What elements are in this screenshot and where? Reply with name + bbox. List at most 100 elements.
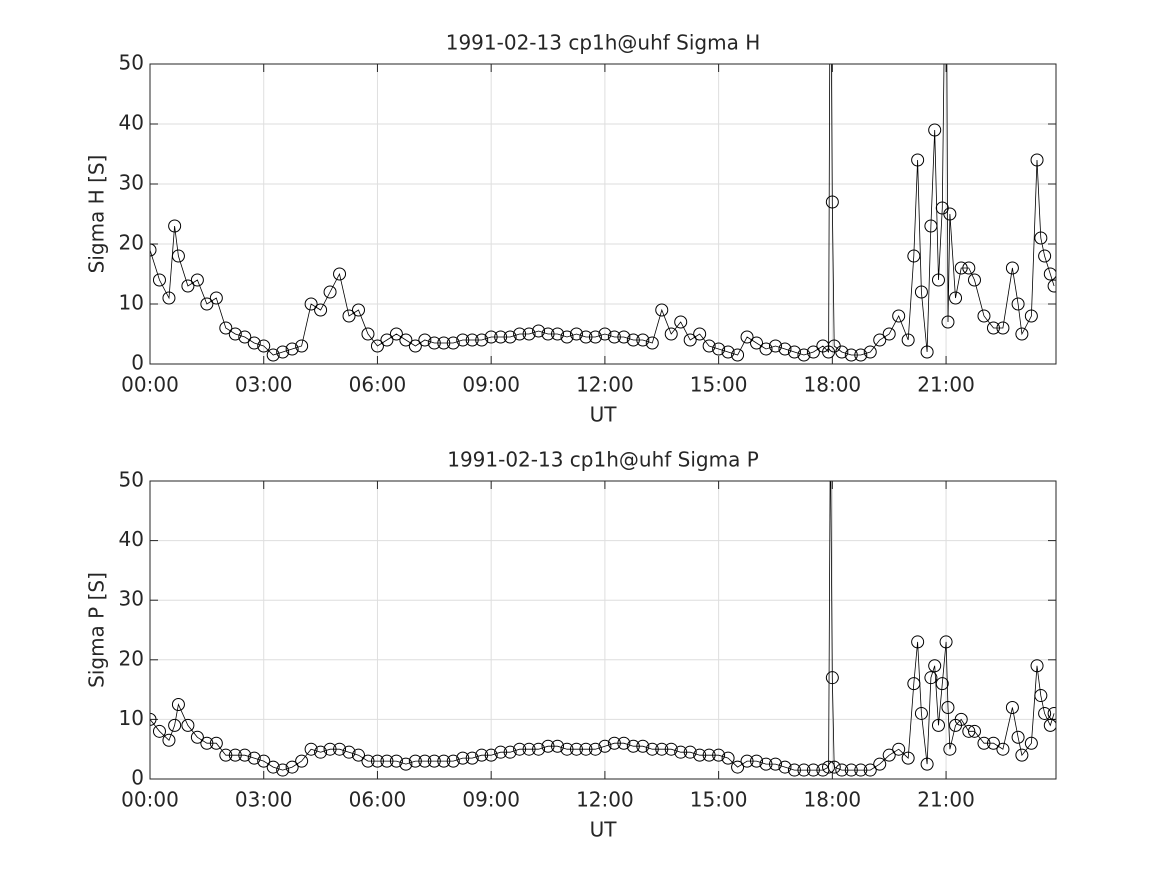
data-marker [825,195,839,209]
data-marker [977,736,991,750]
data-marker [986,736,1000,750]
data-marker [342,309,356,323]
x-tick-label: 21:00 [917,373,975,397]
data-marker [949,291,963,305]
data-marker [209,736,223,750]
data-marker [996,321,1010,335]
data-marker [588,330,602,344]
data-marker [731,348,745,362]
data-marker [437,754,451,768]
data-marker [181,279,195,293]
data-marker [295,754,309,768]
data-marker [939,635,953,649]
data-marker [702,339,716,353]
data-marker [541,327,555,341]
data-marker [588,742,602,756]
x-tick-label: 21:00 [917,788,975,812]
data-marker [712,748,726,762]
data-marker [907,249,921,263]
data-marker [209,291,223,305]
data-marker [683,745,697,759]
y-tick-label: 20 [119,231,144,255]
data-marker [1043,718,1056,732]
data-marker [361,754,375,768]
data-marker [150,712,157,726]
data-marker [935,677,949,691]
x-axis-label: UT [590,818,618,842]
data-marker [986,321,1000,335]
data-marker [304,742,318,756]
x-axis-label: UT [590,403,618,427]
data-marker [977,309,991,323]
data-marker [674,315,688,329]
data-marker [740,754,754,768]
y-axis-label: Sigma H [S] [85,155,109,274]
data-marker [150,243,157,257]
data-marker [768,757,782,771]
data-marker [266,760,280,774]
x-tick-label: 00:00 [121,788,179,812]
y-axis-label: Sigma P [S] [85,572,109,688]
data-marker [787,345,801,359]
x-tick-label: 06:00 [349,373,407,397]
data-marker [907,677,921,691]
plot-area [150,64,1056,362]
data-marker [645,742,659,756]
data-marker [484,330,498,344]
x-tick-label: 15:00 [690,788,748,812]
data-line [150,481,1055,771]
data-marker [693,748,707,762]
y-tick-label: 50 [119,468,144,492]
data-marker [190,730,204,744]
data-marker [314,303,328,317]
data-marker [721,345,735,359]
data-marker [882,748,896,762]
data-marker [446,754,460,768]
y-tick-label: 30 [119,171,144,195]
data-marker [768,339,782,353]
data-marker [314,745,328,759]
x-tick-label: 18:00 [804,788,862,812]
data-marker [617,736,631,750]
data-marker [928,659,942,673]
data-marker [750,754,764,768]
data-marker [664,742,678,756]
data-marker [228,748,242,762]
data-marker [759,757,773,771]
data-marker [569,327,583,341]
data-marker [228,327,242,341]
data-marker [636,739,650,753]
data-marker [655,303,669,317]
data-marker [598,327,612,341]
data-marker [1011,297,1025,311]
data-marker [827,760,841,774]
data-marker [351,303,365,317]
data-marker [1038,706,1052,720]
data-marker [399,757,413,771]
x-tick-label: 12:00 [576,788,634,812]
data-marker [740,330,754,344]
data-marker [626,739,640,753]
data-marker [295,339,309,353]
data-marker [928,123,942,137]
data-marker [607,736,621,750]
data-marker [683,333,697,347]
axes-frame [149,63,1057,365]
data-marker [1047,279,1056,293]
data-marker [778,760,792,774]
data-marker [551,739,565,753]
data-marker [494,330,508,344]
data-marker [532,324,546,338]
x-tick-label: 12:00 [576,373,634,397]
data-marker [276,345,290,359]
data-marker [257,339,271,353]
data-marker [892,309,906,323]
data-marker [333,742,347,756]
data-marker [560,330,574,344]
data-marker [914,285,928,299]
data-marker [863,345,877,359]
data-marker [931,273,945,287]
data-marker [503,745,517,759]
data-marker [541,739,555,753]
